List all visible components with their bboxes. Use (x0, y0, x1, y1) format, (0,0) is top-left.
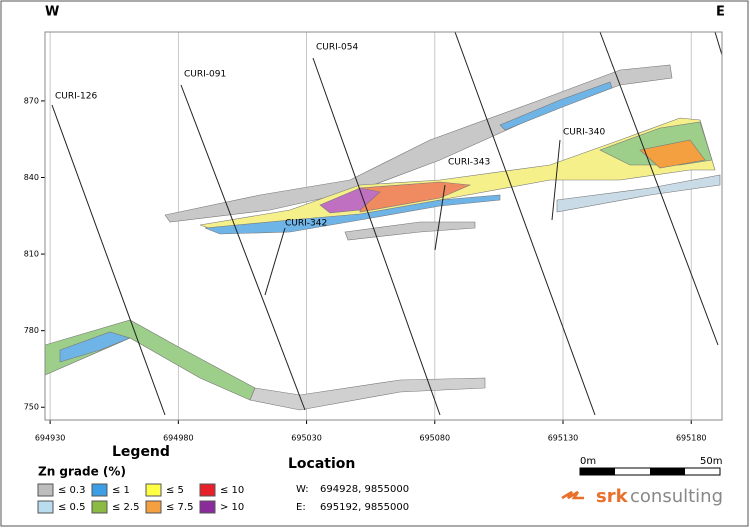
drillhole-label: CURI-342 (285, 219, 327, 229)
legend-swatch (37, 483, 54, 497)
orebody-patch (499, 81, 613, 131)
x-tick-label: 695130 (548, 434, 579, 443)
x-tick-label: 695180 (676, 434, 707, 443)
drillhole (714, 31, 723, 56)
location-value: 694928, 9855000 (320, 484, 409, 495)
legend-label: > 10 (220, 502, 244, 513)
block-model (44, 64, 721, 411)
x-tick-label: 694930 (35, 434, 66, 443)
drillhole (454, 31, 596, 416)
location-title: Location (288, 456, 355, 472)
legend-swatch (37, 500, 54, 514)
legend-label: ≤ 0.5 (58, 502, 85, 513)
legend-swatch (91, 500, 108, 514)
legend-swatch (199, 483, 216, 497)
legend-subtitle: Zn grade (%) (38, 465, 126, 479)
orebody (556, 174, 721, 213)
drillhole-label: CURI-126 (55, 92, 97, 102)
legend-label: ≤ 7.5 (166, 502, 193, 513)
orebody (344, 221, 476, 241)
legend-title: Legend (112, 444, 170, 460)
drillhole (599, 31, 719, 346)
drillhole-label: CURI-091 (184, 70, 226, 80)
y-tick-label: 750 (24, 403, 39, 412)
logo-brand: srk (596, 486, 629, 507)
drillhole (180, 84, 306, 411)
orebody (249, 377, 486, 411)
location-label: E: (296, 502, 306, 513)
legend-label: ≤ 2.5 (112, 502, 139, 513)
orebody-patch (319, 187, 381, 214)
legend-swatch (199, 500, 216, 514)
location-label: W: (296, 484, 309, 495)
scale-start: 0m (580, 456, 596, 467)
east-label: E (716, 5, 725, 20)
drillhole (434, 184, 446, 251)
drillhole-label: CURI-343 (448, 158, 490, 168)
drillhole (312, 57, 441, 416)
orebody (164, 64, 673, 223)
scale-end: 50m (700, 456, 722, 467)
drillhole-label: CURI-054 (316, 43, 358, 53)
plot-frame (44, 31, 723, 421)
drillhole (551, 139, 561, 221)
logo-text: consulting (630, 486, 723, 507)
orebody-patch (639, 139, 706, 169)
drillhole (264, 227, 286, 296)
x-tick-label: 695080 (420, 434, 451, 443)
scale-bar: 0m 50m (579, 456, 722, 476)
y-tick-label: 840 (24, 173, 39, 182)
y-tick-label: 780 (24, 326, 39, 335)
drillhole-label: CURI-340 (563, 128, 605, 138)
orebody-patch (204, 194, 501, 235)
legend-swatch (145, 500, 162, 514)
x-tick-label: 694980 (163, 434, 194, 443)
legend-label: ≤ 10 (220, 485, 244, 496)
logo-mark (561, 490, 584, 500)
location-value: 695192, 9855000 (320, 502, 409, 513)
scale-bar-segment (650, 468, 685, 475)
drillholes: CURI-126 CURI-091 CURI-054 CURI-342 CURI… (51, 31, 723, 416)
west-label: W (45, 5, 59, 20)
legend-swatch (91, 483, 108, 497)
y-tick-label: 810 (24, 250, 39, 259)
drillhole (51, 104, 166, 416)
orebody-patch (59, 331, 131, 363)
legend-label: ≤ 5 (166, 485, 184, 496)
legend-label: ≤ 1 (112, 485, 130, 496)
legend-label: ≤ 0.3 (58, 485, 85, 496)
y-tick-label: 870 (24, 96, 39, 105)
x-tick-label: 695030 (291, 434, 322, 443)
legend: ≤ 0.3 ≤ 1 ≤ 5 ≤ 10 ≤ 0.5 ≤ 2.5 ≤ 7.5 > 10 (37, 483, 244, 514)
legend-swatch (145, 483, 162, 497)
scale-bar-segment (580, 468, 615, 475)
